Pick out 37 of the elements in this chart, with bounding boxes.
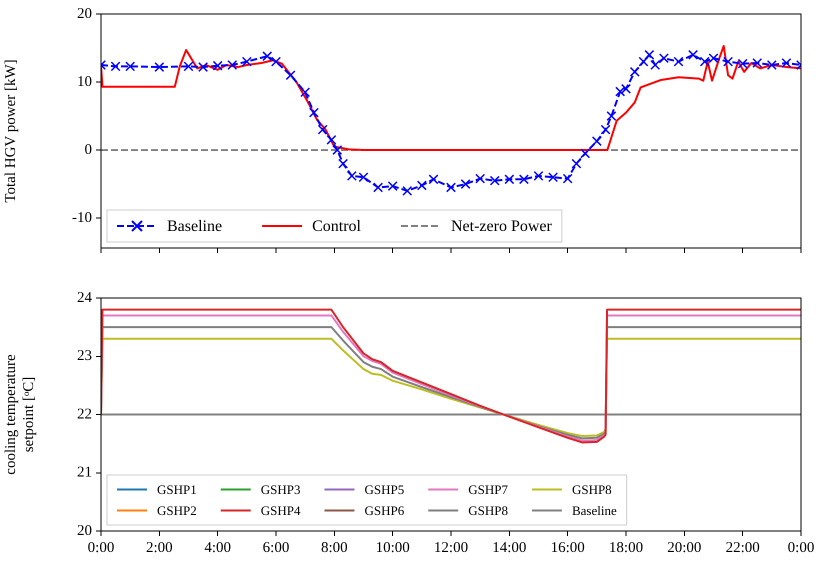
legend-label: GSHP1 — [157, 482, 197, 497]
x-tick-label: 22:00 — [726, 540, 760, 556]
legend-label: GSHP4 — [260, 502, 301, 518]
legend-label: GSHP3 — [260, 482, 300, 497]
x-tick-label: 8:00 — [320, 540, 348, 556]
legend-label: Baseline — [167, 218, 222, 236]
legend-label: GSHP7 — [468, 482, 508, 497]
x-tick-label: 4:00 — [204, 540, 232, 556]
y-tick-label: 0 — [84, 142, 92, 158]
x-tick-label: 10:00 — [376, 540, 410, 556]
legend-label: Baseline — [572, 502, 617, 518]
y-tick-label: 24 — [77, 290, 92, 306]
x-tick-label: 16:00 — [550, 540, 585, 556]
y-axis-title: Total HGV power [kW] — [2, 59, 19, 203]
y-tick-label: -10 — [72, 210, 92, 226]
y-tick-label: 10 — [77, 74, 92, 90]
x-tick-label: 14:00 — [492, 540, 526, 556]
y-tick-label: 22 — [77, 406, 92, 422]
y-tick-label: 20 — [77, 6, 92, 22]
y-tick-label: 23 — [77, 348, 92, 364]
x-tick-label: 2:00 — [146, 540, 173, 556]
legend-label: GSHP5 — [364, 482, 404, 497]
x-tick-label: 12:00 — [434, 540, 468, 556]
x-tick-label: 6:00 — [262, 540, 290, 556]
x-tick-label: 0:00 — [788, 540, 814, 556]
y-tick-label: 21 — [77, 464, 92, 481]
y-axis-title: cooling temperature setpoint [ᵒC] — [2, 354, 37, 475]
y-tick-label: 20 — [77, 522, 92, 539]
x-tick-label: 20:00 — [667, 540, 702, 556]
legend-label: GSHP2 — [157, 502, 197, 518]
legend-label: Net-zero Power — [450, 218, 552, 236]
x-tick-label: 0:00 — [88, 540, 114, 556]
legend-label: GSHP8 — [572, 482, 612, 497]
x-tick-label: 18:00 — [608, 540, 644, 556]
legend-label: GSHP8 — [468, 502, 508, 518]
legend-label: GSHP6 — [364, 502, 405, 518]
legend-label: Control — [312, 218, 362, 236]
